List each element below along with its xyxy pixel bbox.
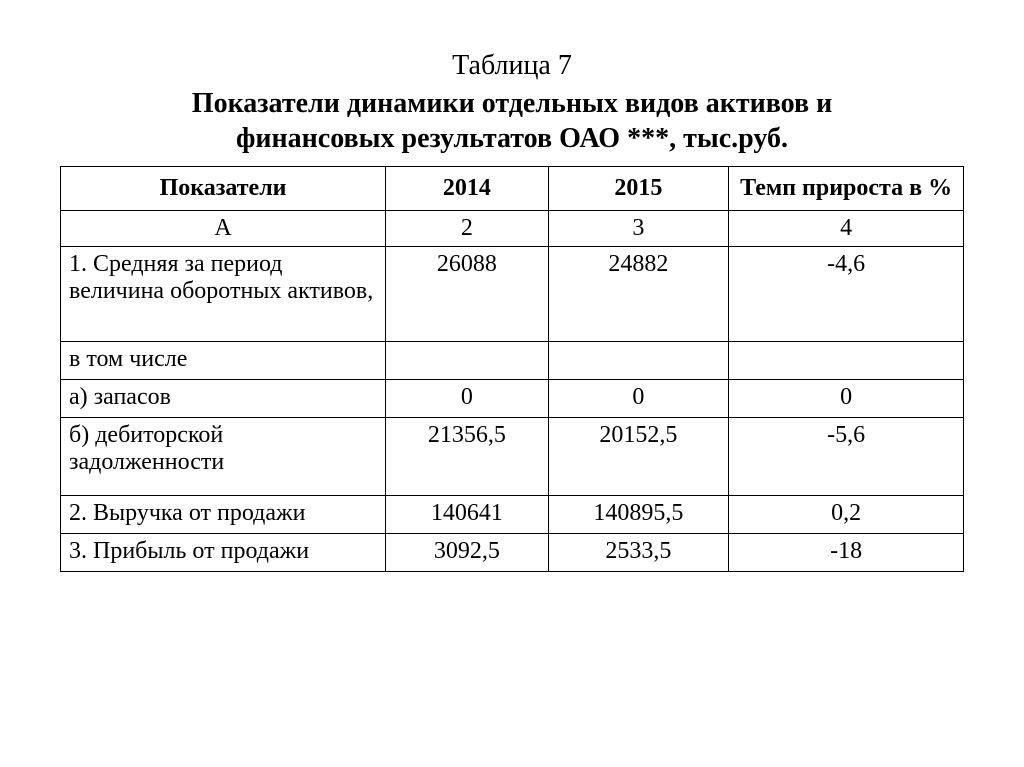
data-table: Показатели 2014 2015 Темп прироста в % А… [60, 166, 964, 572]
row-rate: -4,6 [729, 247, 964, 342]
row-year1 [386, 342, 549, 380]
subheader-year2: 3 [548, 211, 729, 247]
subheader-rate: 4 [729, 211, 964, 247]
title-line-1: Показатели динамики отдельных видов акти… [192, 88, 832, 119]
row-year2: 2533,5 [548, 534, 729, 572]
row-rate: 0 [729, 380, 964, 418]
row-year1: 0 [386, 380, 549, 418]
subheader-year1: 2 [386, 211, 549, 247]
table-row: в том числе [61, 342, 964, 380]
title-line-2: финансовых результатов ОАО ***, тыс.руб. [236, 123, 788, 154]
header-row: Показатели 2014 2015 Темп прироста в % [61, 167, 964, 211]
row-rate: -5,6 [729, 418, 964, 496]
subheader-indicator: А [61, 211, 386, 247]
table-title: Показатели динамики отдельных видов акти… [60, 86, 964, 156]
row-year1: 140641 [386, 496, 549, 534]
table-row: а) запасов000 [61, 380, 964, 418]
table-number: Таблица 7 [60, 50, 964, 82]
table-row: 3. Прибыль от продажи3092,52533,5-18 [61, 534, 964, 572]
row-label: а) запасов [61, 380, 386, 418]
title-block: Таблица 7 Показатели динамики отдельных … [60, 50, 964, 156]
row-rate: 0,2 [729, 496, 964, 534]
col-header-year1: 2014 [386, 167, 549, 211]
row-label: б) дебиторской задолженности [61, 418, 386, 496]
subheader-row: А 2 3 4 [61, 211, 964, 247]
row-year2 [548, 342, 729, 380]
col-header-rate: Темп прироста в % [729, 167, 964, 211]
col-header-year2: 2015 [548, 167, 729, 211]
col-header-indicator: Показатели [61, 167, 386, 211]
row-label: 1. Средняя за период величина оборотных … [61, 247, 386, 342]
row-label: 3. Прибыль от продажи [61, 534, 386, 572]
row-year1: 26088 [386, 247, 549, 342]
table-row: 1. Средняя за период величина оборотных … [61, 247, 964, 342]
table-body: А 2 3 4 1. Средняя за период величина об… [61, 211, 964, 572]
row-year2: 0 [548, 380, 729, 418]
table-row: 2. Выручка от продажи140641140895,50,2 [61, 496, 964, 534]
table-row: б) дебиторской задолженности21356,520152… [61, 418, 964, 496]
row-label: в том числе [61, 342, 386, 380]
row-label: 2. Выручка от продажи [61, 496, 386, 534]
row-year2: 24882 [548, 247, 729, 342]
row-year2: 20152,5 [548, 418, 729, 496]
row-year1: 3092,5 [386, 534, 549, 572]
row-year1: 21356,5 [386, 418, 549, 496]
row-rate [729, 342, 964, 380]
row-rate: -18 [729, 534, 964, 572]
row-year2: 140895,5 [548, 496, 729, 534]
